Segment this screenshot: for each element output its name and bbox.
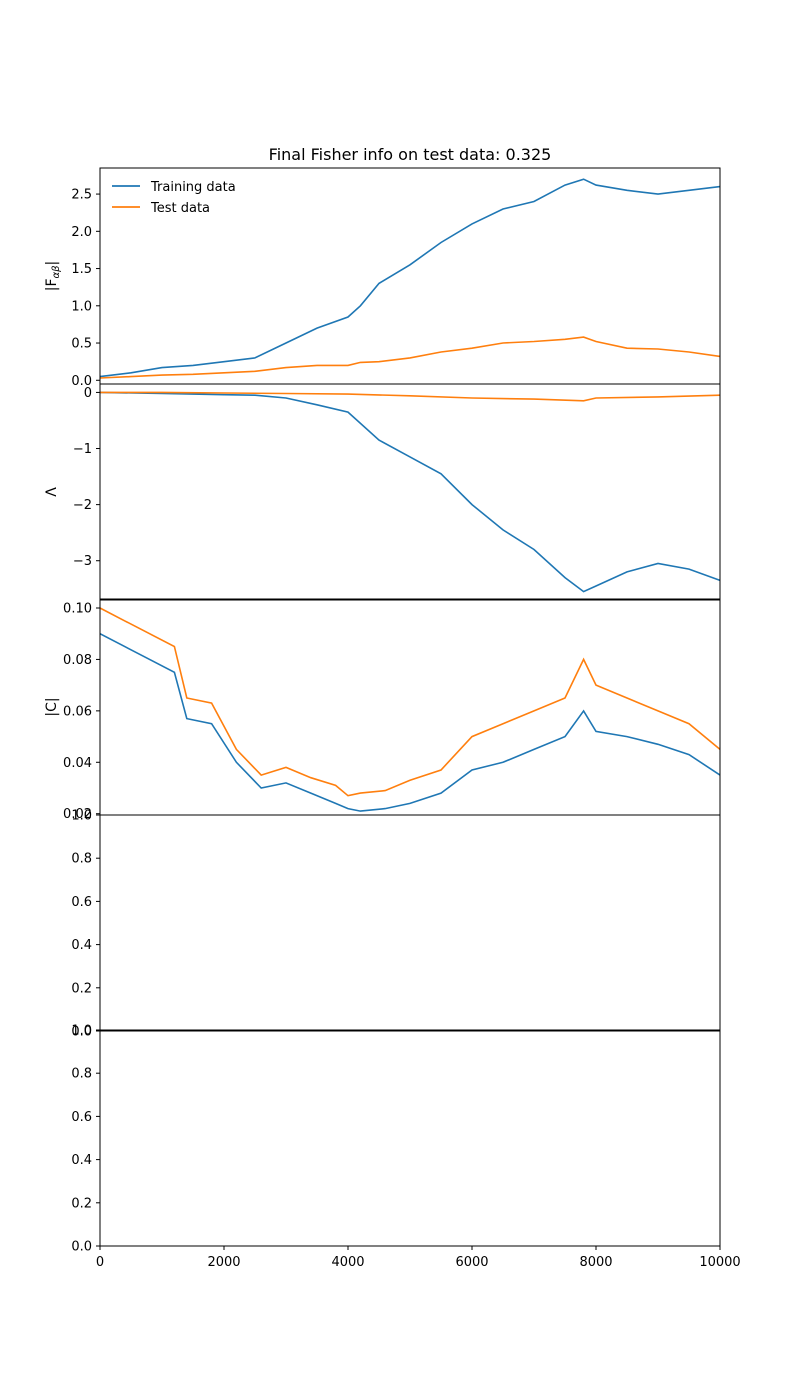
axes-frame xyxy=(99,598,721,816)
y-tick-label: 0.2 xyxy=(71,981,92,996)
subplot-4: 0.0 0.2 0.4 0.6 0.8 1.0 xyxy=(71,809,721,1040)
legend: Training data Test data xyxy=(112,180,236,216)
y-tick-label: 2.5 xyxy=(71,188,92,203)
y-tick-label: 0.10 xyxy=(63,602,92,617)
axes-frame xyxy=(99,1029,721,1247)
y-tick-label: 0 xyxy=(84,386,92,401)
y-tick-label: 0.0 xyxy=(71,374,92,389)
subplots-group: 0.00.51.01.52.02.5|Fαβ|0−1−2−3Λ0.020.040… xyxy=(44,167,741,1271)
y-axis-label: |C| xyxy=(44,697,60,716)
y-tick-label: 0.0 xyxy=(71,1025,92,1040)
y-tick-label: 1.0 xyxy=(71,1024,92,1039)
y-tick-label: −1 xyxy=(73,442,92,457)
series-line-test xyxy=(99,607,721,797)
series-line-training xyxy=(99,632,721,812)
legend-label-training: Training data xyxy=(150,180,236,195)
x-tick-label: 8000 xyxy=(579,1255,612,1270)
x-tick-label: 4000 xyxy=(331,1255,364,1270)
axes-frame xyxy=(99,383,721,601)
x-tick-label: 10000 xyxy=(699,1255,740,1270)
y-tick-label: 0.0 xyxy=(71,1240,92,1255)
y-tick-label: 0.6 xyxy=(71,1110,92,1125)
x-tick-label: 0 xyxy=(96,1255,104,1270)
y-tick-label: 0.4 xyxy=(71,1153,92,1168)
subplot-5: 0.0 0.2 0.4 0.6 0.8 1.0 0 2000 4000 6000 8000 10000 xyxy=(71,1024,740,1271)
legend-label-test: Test data xyxy=(150,201,210,216)
subplot-1: 0.0 0.5 1.0 1.5 2.0 2.5 |Fαβ| xyxy=(44,167,721,389)
y-axis-label: |Fαβ| xyxy=(44,261,62,291)
series-line-training xyxy=(99,178,721,378)
y-tick-label: 0.02 xyxy=(63,807,92,822)
y-tick-label: 0.6 xyxy=(71,895,92,910)
y-tick-label: 2.0 xyxy=(71,225,92,240)
series-line-test xyxy=(100,391,721,402)
x-tick-label: 6000 xyxy=(455,1255,488,1270)
subplot-3: 0.02 0.04 0.06 0.08 0.10 |C| xyxy=(44,598,721,822)
y-tick-label: 0.06 xyxy=(63,704,92,719)
series-line-test xyxy=(99,336,721,379)
x-tick-label: 2000 xyxy=(207,1255,240,1270)
y-tick-label: −3 xyxy=(73,554,92,569)
y-tick-label: 0.04 xyxy=(63,756,92,771)
series-line-training xyxy=(99,391,721,593)
axes-frame xyxy=(99,814,721,1032)
y-tick-label: 0.5 xyxy=(71,337,92,352)
y-tick-label: 0.08 xyxy=(63,653,92,668)
y-tick-label: 1.0 xyxy=(71,299,92,314)
y-tick-label: 1.5 xyxy=(71,262,92,277)
y-tick-label: 1.0 xyxy=(71,809,92,824)
y-tick-label: 0.2 xyxy=(71,1196,92,1211)
subplot-2: 0 −1 −2 −3 Λ xyxy=(44,383,721,601)
y-tick-label: 0.8 xyxy=(71,852,92,867)
chart-title: Final Fisher info on test data: 0.325 xyxy=(269,145,552,164)
y-tick-label: 0.8 xyxy=(71,1067,92,1082)
y-axis-label: Λ xyxy=(44,487,60,497)
y-tick-label: −2 xyxy=(73,498,92,513)
y-tick-label: 0.4 xyxy=(71,938,92,953)
